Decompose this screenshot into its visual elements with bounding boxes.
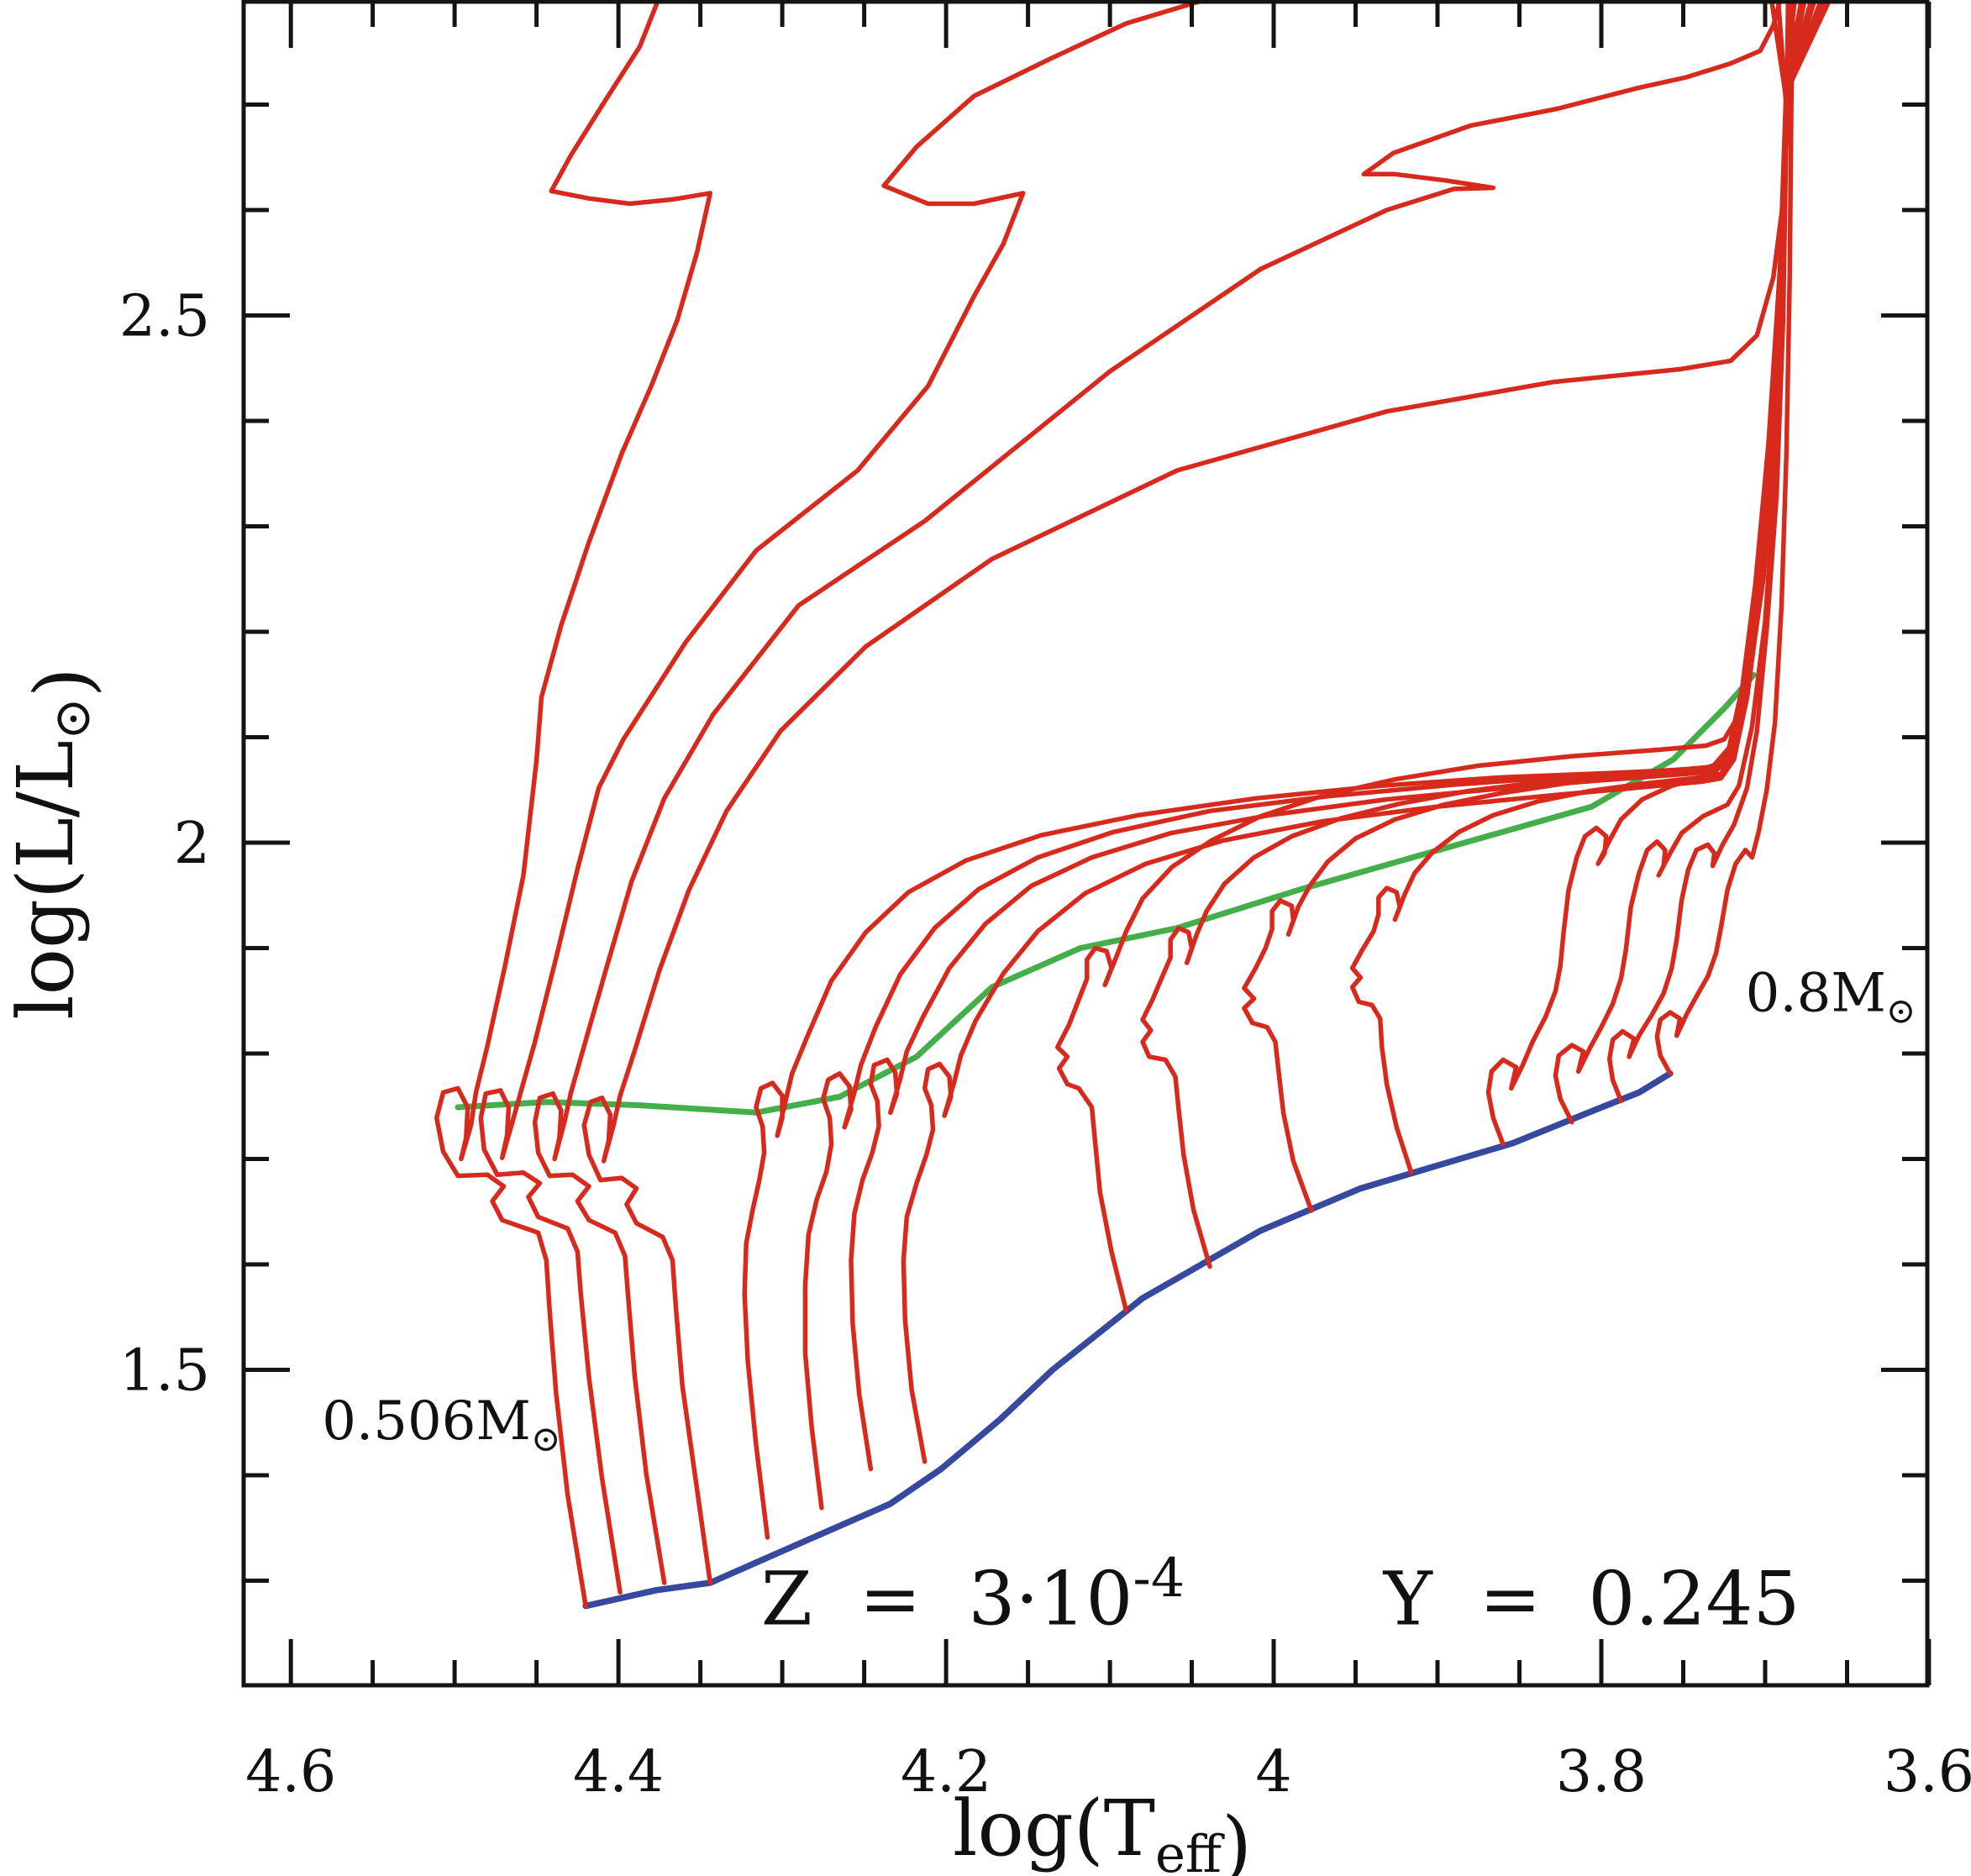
track-03-evolution-track <box>532 2 1783 1585</box>
y-axis-title: log(L/L⊙) <box>1 667 108 1020</box>
x-tick-label: 3.8 <box>1556 1739 1647 1805</box>
y-tick-label: 2.5 <box>119 284 210 350</box>
x-tick-label: 4.4 <box>573 1739 664 1805</box>
y-tick-label: 1.5 <box>119 1338 210 1405</box>
track-07-evolution-track <box>849 2 1823 1472</box>
track-15-evolution-track <box>1606 2 1791 1104</box>
track-11-evolution-track <box>1242 2 1817 1213</box>
track-04-evolution-track <box>581 2 1794 1585</box>
annotation-mass-max: 0.8M⊙ <box>1746 963 1916 1032</box>
track-02-evolution-track <box>478 2 1202 1595</box>
track-13-evolution-track <box>1485 2 1790 1147</box>
track-16-evolution-track <box>1654 2 1795 1076</box>
tick-labels-group: 4.6 4.4 4.2 4 3.8 3.6 1.5 2 2.5 <box>119 284 1971 1806</box>
ticks-group <box>244 2 1932 1685</box>
green-line-central-He-exhaustion-locus <box>455 671 1757 1116</box>
track-12-evolution-track <box>1349 2 1826 1175</box>
track-01-evolution-track <box>434 2 713 1609</box>
annotation-helium: Y = 0.245 <box>1383 1556 1800 1642</box>
x-tick-label: 3.6 <box>1884 1739 1971 1805</box>
y-tick-label: 2 <box>174 811 210 877</box>
series-group <box>434 2 1832 1610</box>
track-06-evolution-track <box>802 2 1814 1511</box>
x-axis-title: log(Teff) <box>953 1784 1252 1876</box>
x-tick-label: 4.6 <box>245 1739 336 1805</box>
zahb-zero-age-horizontal-branch <box>582 1070 1674 1610</box>
track-10-evolution-track <box>1140 2 1807 1269</box>
annotation-metallicity: Z = 3·10-4 <box>761 1547 1185 1642</box>
x-tick-label: 4.2 <box>901 1739 991 1805</box>
annotation-mass-min: 0.506M⊙ <box>322 1390 560 1459</box>
track-14-evolution-track <box>1553 2 1790 1125</box>
x-tick-label: 4 <box>1255 1739 1291 1805</box>
